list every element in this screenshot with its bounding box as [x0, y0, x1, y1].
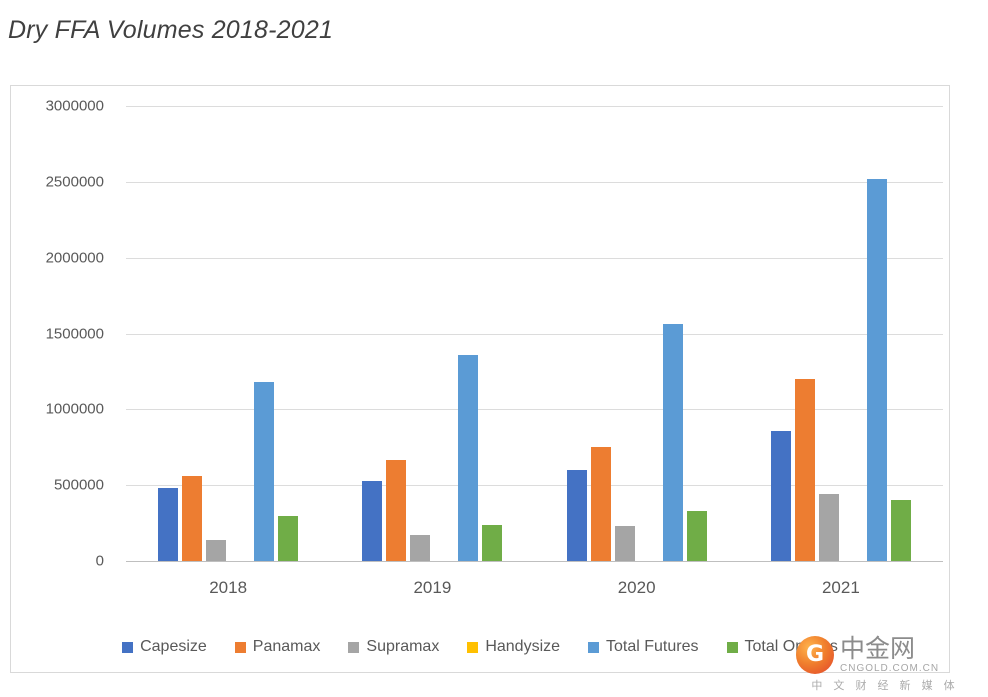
legend-label-handysize: Handysize [485, 638, 561, 655]
watermark-row: G 中金网 CNGOLD.COM.CN [796, 634, 974, 674]
legend-item-supramax: Supramax [348, 638, 439, 656]
bar-supramax-2018 [206, 539, 227, 561]
bar-capesize-2020 [566, 470, 587, 561]
y-tick-label: 1000000 [45, 400, 104, 418]
legend-swatch-total-options [726, 641, 738, 653]
cngold-logo-letter: G [805, 641, 825, 667]
bar-total-options-2018 [278, 515, 299, 561]
x-tick-label-2019: 2019 [413, 578, 452, 597]
watermark-text-block: 中金网 CNGOLD.COM.CN [840, 634, 940, 674]
bar-total-futures-2018 [254, 382, 275, 561]
gridline [126, 106, 943, 107]
y-tick-label: 2500000 [45, 173, 104, 191]
x-tick-label-2018: 2018 [209, 578, 248, 597]
watermark-domain: CNGOLD.COM.CN [840, 663, 940, 674]
bar-capesize-2021 [770, 430, 791, 561]
legend-item-capesize: Capesize [122, 638, 207, 656]
bar-total-futures-2019 [458, 354, 479, 561]
bar-panamax-2020 [590, 447, 611, 561]
gridline [126, 333, 943, 335]
bar-panamax-2018 [182, 476, 203, 561]
gridline [126, 409, 943, 411]
bar-panamax-2019 [386, 460, 407, 561]
legend-swatch-capesize [122, 641, 134, 653]
legend-swatch-supramax [348, 641, 360, 653]
bar-group-2019 [330, 106, 534, 561]
chart-frame: 3000000 2500000 2000000 1500000 1000000 50000… [10, 85, 950, 673]
bar-supramax-2019 [410, 535, 431, 561]
legend-item-total-futures: Total Futures [588, 638, 699, 656]
bar-total-options-2019 [482, 525, 503, 561]
gridline [126, 257, 943, 259]
bar-total-futures-2021 [866, 178, 887, 561]
bar-capesize-2018 [158, 488, 179, 561]
legend-swatch-total-futures [588, 641, 600, 653]
y-tick-label: 500000 [53, 476, 104, 494]
plot-groups [126, 106, 943, 561]
gridline [126, 181, 943, 183]
x-tick-label-2021: 2021 [821, 578, 860, 597]
x-tick-label-2020: 2020 [617, 578, 656, 597]
watermark: G 中金网 CNGOLD.COM.CN 中 文 财 经 新 媒 体 [796, 634, 974, 693]
x-axis-line [126, 561, 943, 562]
bar-group-2021 [739, 106, 943, 561]
legend-swatch-handysize [467, 641, 479, 653]
bar-total-options-2021 [890, 500, 911, 561]
y-tick-label: 0 [95, 552, 104, 570]
y-tick-label: 1500000 [45, 325, 104, 342]
legend-label-supramax: Supramax [366, 638, 440, 655]
legend-item-handysize: Handysize [467, 638, 560, 656]
legend-swatch-panamax [234, 641, 246, 653]
legend-label-panamax: Panamax [252, 638, 321, 655]
y-tick-label: 3000000 [45, 97, 104, 115]
bar-group-2020 [535, 106, 739, 561]
chart-title: Dry FFA Volumes 2018-2021 [8, 16, 334, 44]
legend-item-panamax: Panamax [234, 638, 321, 656]
watermark-brand: 中金网 [840, 634, 916, 663]
bar-total-options-2020 [686, 510, 707, 561]
bar-group-2018 [126, 106, 330, 561]
gridline [126, 485, 943, 487]
plot-area [126, 106, 943, 562]
y-tick-label: 2000000 [45, 249, 104, 267]
x-axis-labels: 2018 2019 2020 2021 [126, 578, 943, 598]
cngold-logo-icon: G [796, 635, 834, 674]
watermark-tagline: 中 文 财 经 新 媒 体 [811, 680, 959, 692]
bar-capesize-2019 [362, 480, 383, 561]
legend-label-total-futures: Total Futures [606, 638, 699, 655]
bar-total-futures-2020 [662, 324, 683, 561]
bar-supramax-2020 [614, 526, 635, 561]
legend-label-capesize: Capesize [140, 638, 207, 655]
y-axis-labels: 3000000 2500000 2000000 1500000 1000000 50000… [11, 98, 116, 570]
bar-supramax-2021 [818, 494, 839, 561]
bar-panamax-2021 [794, 379, 815, 561]
